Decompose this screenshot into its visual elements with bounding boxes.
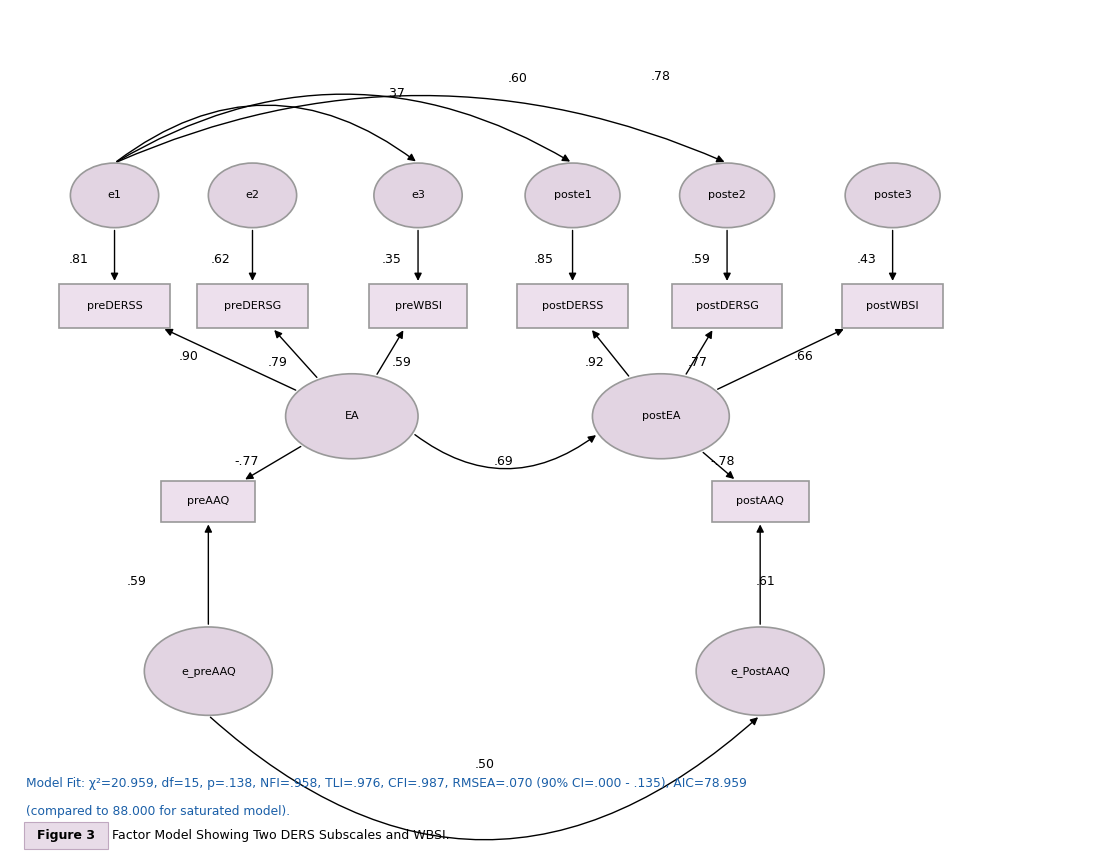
Text: .50: .50 bbox=[474, 758, 494, 771]
Text: .62: .62 bbox=[210, 252, 230, 266]
Text: .81: .81 bbox=[68, 252, 88, 266]
Text: .77: .77 bbox=[687, 356, 707, 369]
FancyBboxPatch shape bbox=[842, 284, 943, 328]
Ellipse shape bbox=[70, 163, 159, 227]
FancyBboxPatch shape bbox=[59, 284, 170, 328]
Text: poste2: poste2 bbox=[708, 190, 746, 200]
FancyArrowPatch shape bbox=[210, 717, 757, 840]
Text: -.77: -.77 bbox=[235, 455, 259, 468]
FancyBboxPatch shape bbox=[517, 284, 628, 328]
Text: postDERSG: postDERSG bbox=[696, 301, 758, 311]
Text: .59: .59 bbox=[691, 252, 711, 266]
Text: .35: .35 bbox=[381, 252, 401, 266]
Ellipse shape bbox=[286, 374, 418, 459]
Text: .69: .69 bbox=[493, 455, 513, 468]
Text: Model Fit: χ²=20.959, df=15, p=.138, NFI=.958, TLI=.976, CFI=.987, RMSEA=.070 (9: Model Fit: χ²=20.959, df=15, p=.138, NFI… bbox=[27, 777, 747, 790]
FancyBboxPatch shape bbox=[24, 822, 108, 849]
FancyArrowPatch shape bbox=[117, 95, 723, 162]
Text: e2: e2 bbox=[246, 190, 259, 200]
Text: EA: EA bbox=[345, 411, 359, 421]
FancyBboxPatch shape bbox=[197, 284, 308, 328]
Text: e3: e3 bbox=[411, 190, 425, 200]
Text: .90: .90 bbox=[179, 350, 198, 363]
Text: preWBSI: preWBSI bbox=[395, 301, 441, 311]
Text: .79: .79 bbox=[268, 356, 288, 369]
Text: preDERSG: preDERSG bbox=[224, 301, 281, 311]
Text: Factor Model Showing Two DERS Subscales and WBSI.: Factor Model Showing Two DERS Subscales … bbox=[112, 829, 450, 842]
Text: postWBSI: postWBSI bbox=[866, 301, 919, 311]
Ellipse shape bbox=[374, 163, 463, 227]
FancyArrowPatch shape bbox=[415, 435, 595, 468]
Text: .43: .43 bbox=[856, 252, 876, 266]
Text: e_PostAAQ: e_PostAAQ bbox=[731, 666, 790, 677]
FancyBboxPatch shape bbox=[369, 284, 467, 328]
Text: preAAQ: preAAQ bbox=[187, 496, 229, 506]
FancyBboxPatch shape bbox=[161, 480, 256, 522]
Ellipse shape bbox=[525, 163, 620, 227]
Ellipse shape bbox=[845, 163, 940, 227]
Ellipse shape bbox=[145, 627, 272, 716]
Text: postEA: postEA bbox=[642, 411, 681, 421]
Text: .37: .37 bbox=[386, 87, 406, 100]
FancyArrowPatch shape bbox=[117, 94, 569, 161]
FancyBboxPatch shape bbox=[712, 480, 808, 522]
Text: (compared to 88.000 for saturated model).: (compared to 88.000 for saturated model)… bbox=[27, 805, 290, 818]
Text: .85: .85 bbox=[534, 252, 554, 266]
Text: poste1: poste1 bbox=[554, 190, 592, 200]
FancyBboxPatch shape bbox=[672, 284, 782, 328]
Text: poste3: poste3 bbox=[874, 190, 912, 200]
Text: e1: e1 bbox=[108, 190, 121, 200]
Text: .92: .92 bbox=[585, 356, 605, 369]
Text: .60: .60 bbox=[507, 72, 527, 86]
Ellipse shape bbox=[208, 163, 297, 227]
Text: postAAQ: postAAQ bbox=[736, 496, 784, 506]
FancyArrowPatch shape bbox=[117, 106, 415, 161]
Text: preDERSS: preDERSS bbox=[87, 301, 142, 311]
Text: .59: .59 bbox=[127, 576, 147, 589]
Text: .78: .78 bbox=[651, 69, 671, 83]
Text: Figure 3: Figure 3 bbox=[37, 829, 95, 842]
Text: -.78: -.78 bbox=[711, 455, 735, 468]
Text: .66: .66 bbox=[793, 350, 813, 363]
Text: .59: .59 bbox=[391, 356, 411, 369]
Text: .61: .61 bbox=[756, 576, 775, 589]
Text: e_preAAQ: e_preAAQ bbox=[181, 666, 236, 677]
Ellipse shape bbox=[696, 627, 824, 716]
Text: postDERSS: postDERSS bbox=[542, 301, 603, 311]
Ellipse shape bbox=[593, 374, 729, 459]
Ellipse shape bbox=[679, 163, 775, 227]
